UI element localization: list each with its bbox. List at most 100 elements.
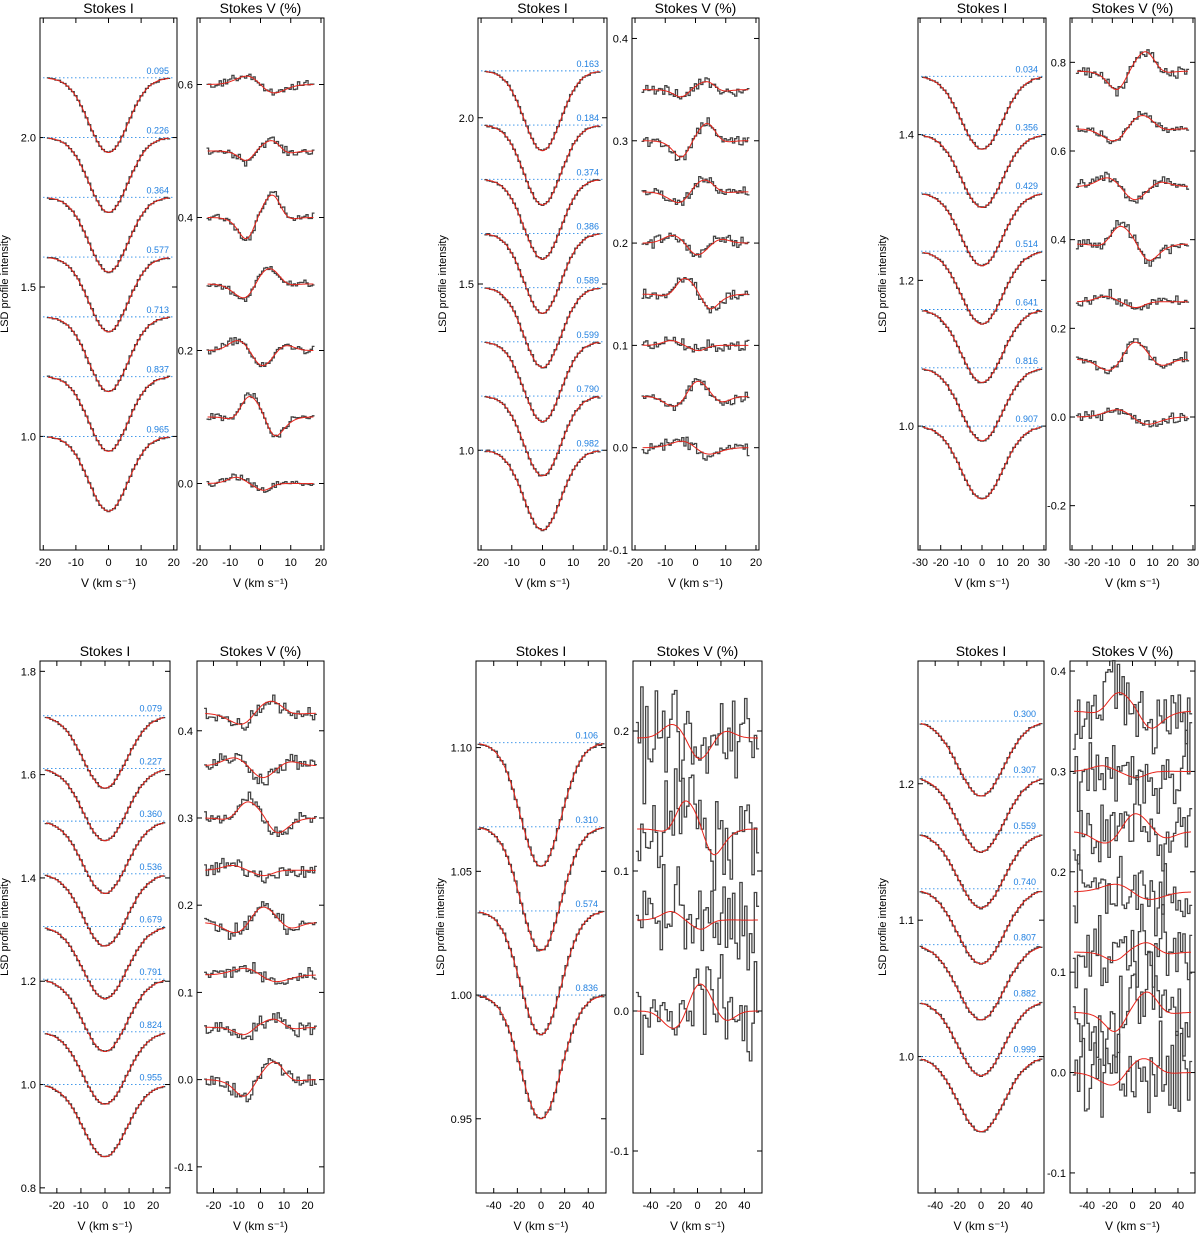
observed-stokes-v [641,175,750,206]
stokes-v-ytick-label: 0.0 [613,443,628,455]
stokes-i-xtick-label: -20 [509,1200,525,1212]
stokes-v-ytick-label: 0.6 [178,80,193,92]
observed-stokes-i [46,375,171,452]
stokes-i-profile: 0.226 [43,126,174,213]
stokes-v-profile [206,73,315,96]
observed-stokes-i [921,134,1043,208]
stokes-i-profile: 0.310 [477,815,605,952]
stokes-v-title: Stokes V (%) [655,0,737,16]
stokes-v-ytick-label: 0.3 [1051,766,1066,778]
stokes-v-profile [641,117,750,162]
stokes-i-xtick-label: -20 [35,557,51,569]
stokes-v-profile [641,378,750,412]
observed-stokes-i [44,926,166,1000]
model-stokes-v [1077,295,1188,308]
observed-stokes-i [921,76,1043,150]
stokes-i-xtick-label: 20 [998,1200,1010,1212]
rotational-phase-label: 0.227 [139,756,162,766]
rotational-phase-label: 0.310 [575,815,598,825]
stokes-v-xtick-label: 40 [738,1200,750,1212]
rotational-phase-label: 0.816 [1015,356,1038,366]
stokes-i-ytick-label: 0.95 [451,1114,472,1126]
observed-stokes-i [46,256,171,333]
stokes-i-xlabel: V (km s⁻¹) [954,1219,1009,1233]
model-stokes-i [478,827,604,952]
observed-stokes-i [46,436,171,513]
observed-stokes-v [206,190,315,241]
observed-stokes-i [921,193,1043,267]
stokes-i-profile: 0.559 [919,821,1043,910]
stokes-i-profile: 0.837 [43,365,174,452]
model-stokes-v [1074,942,1192,962]
stokes-i-profile: 0.790 [481,384,604,477]
observed-stokes-i [484,124,601,206]
stokes-v-profile [1075,407,1190,428]
stokes-i-xtick-label: -40 [927,1200,943,1212]
stokes-i-profile: 0.740 [919,877,1043,965]
model-stokes-v [1073,1058,1191,1086]
stokes-v-profile [1075,288,1190,311]
stokes-i-ytick-label: 1.0 [899,1052,914,1064]
stokes-i-profile: 0.079 [43,704,167,789]
stokes-v-profile [206,392,315,438]
rotational-phase-label: 0.514 [1015,239,1038,249]
stokes-v-xtick-label: 10 [1147,557,1159,569]
stokes-v-xtick-label: -20 [627,557,643,569]
model-stokes-i [485,396,600,477]
stokes-i-ytick-label: 1.2 [21,976,36,988]
stokes-i-ytick-label: 1.8 [21,666,36,678]
stokes-v-ytick-label: -0.1 [1047,1168,1066,1180]
stokes-i-xtick-label: -10 [953,557,969,569]
stokes-v-ytick-label: 0.3 [613,136,628,148]
chart-4: -20 -10 0 10 20 0.8 1.0 1.2 1.4 1.6 1.8 Stokes I V (… [0,643,325,1233]
model-stokes-i [923,310,1041,383]
stokes-i-xtick-label: -20 [950,1200,966,1212]
stokes-i-profile: 0.713 [43,305,174,393]
stokes-i-xlabel: V (km s⁻¹) [514,1219,569,1233]
model-stokes-v [1077,341,1188,371]
rotational-phase-label: 0.374 [576,167,599,177]
stokes-i-profile: 0.429 [921,181,1043,267]
observed-stokes-v [1072,1020,1193,1118]
observed-stokes-i [484,287,601,369]
stokes-v-title: Stokes V (%) [220,0,302,16]
observed-stokes-i [46,316,171,392]
stokes-i-xtick-label: 0 [979,557,985,569]
observed-stokes-v [1075,338,1190,375]
stokes-v-profile [1075,49,1190,97]
stokes-i-profile: 0.574 [477,899,605,1036]
stokes-v-xtick-label: 20 [1167,557,1179,569]
rotational-phase-label: 0.095 [146,66,169,76]
observed-stokes-i [44,979,166,1052]
stokes-i-xtick-label: 30 [1038,557,1050,569]
observed-stokes-v [1075,288,1190,311]
model-stokes-i [478,743,604,867]
stokes-i-ytick-label: 1.0 [899,421,914,433]
stokes-v-profile [204,901,317,940]
model-stokes-i [45,1033,165,1105]
stokes-i-xtick-label: -10 [68,557,84,569]
stokes-i-xlabel: V (km s⁻¹) [78,1219,133,1233]
observed-stokes-v [635,686,760,805]
stokes-v-xtick-label: 0 [1129,1200,1135,1212]
stokes-i-xtick-label: -20 [473,557,489,569]
stokes-v-xtick-label: 0 [694,1200,700,1212]
observed-stokes-v [204,857,317,884]
observed-stokes-i [921,251,1043,325]
stokes-i-profile: 0.227 [43,756,167,842]
stokes-i-profile: 0.386 [481,221,604,315]
stokes-v-profile [641,336,750,353]
stokes-v-profile [1072,854,1193,937]
stokes-i-xlabel: V (km s⁻¹) [955,576,1010,590]
model-stokes-v [642,340,749,351]
stokes-v-xtick-label: 40 [1172,1200,1184,1212]
rotational-phase-label: 0.184 [576,113,599,123]
observed-stokes-i [921,309,1043,384]
stokes-i-profile: 0.184 [481,113,604,206]
stokes-i-xtick-label: 0 [105,557,111,569]
stokes-v-xtick-label: -10 [657,557,673,569]
observed-stokes-v [204,753,317,786]
stokes-v-profile [635,686,760,805]
stokes-i-profile: 0.955 [43,1073,167,1158]
model-stokes-i [920,946,1042,1021]
